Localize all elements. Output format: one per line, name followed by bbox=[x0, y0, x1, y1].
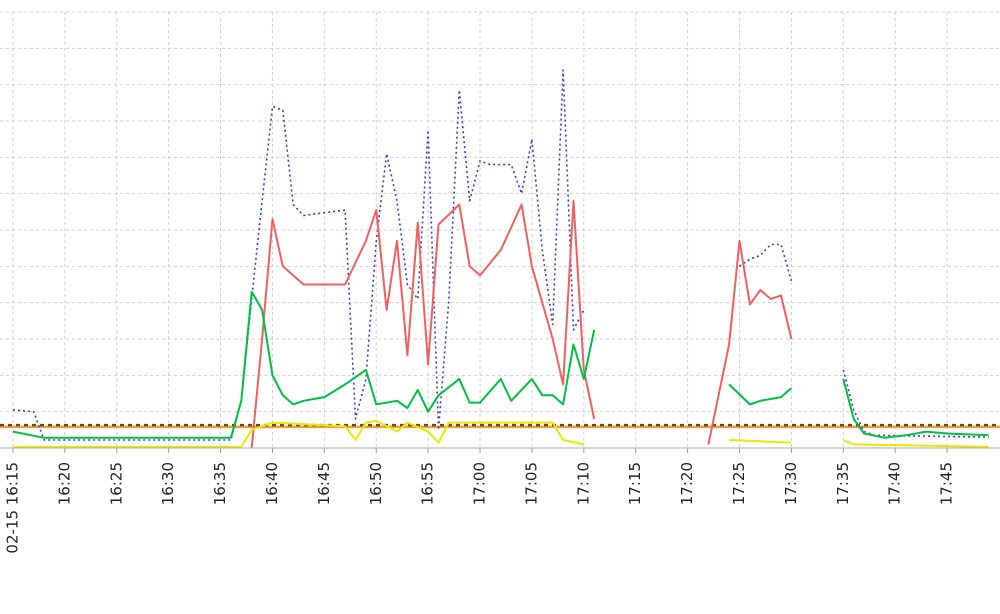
plot-area bbox=[0, 69, 1000, 449]
x-tick-label: 16:55 bbox=[419, 462, 437, 505]
x-tick-label: 16:20 bbox=[55, 462, 73, 505]
grid bbox=[0, 11, 1000, 449]
x-tick-label: 17:30 bbox=[782, 462, 800, 505]
x-tick-label: 17:05 bbox=[522, 462, 540, 505]
x-tick-label: 16:40 bbox=[263, 462, 281, 505]
x-tick-label: 17:35 bbox=[834, 462, 852, 505]
x-tick-label: 17:40 bbox=[886, 462, 904, 505]
x-tick-label: 16:25 bbox=[107, 462, 125, 505]
x-tick-label: 16:30 bbox=[159, 462, 177, 505]
x-tick-label: 16:45 bbox=[315, 462, 333, 505]
x-tick-label: 17:15 bbox=[626, 462, 644, 505]
x-tick-label: 17:45 bbox=[938, 462, 956, 505]
x-axis: 02-15 16:15 16:20 16:25 16:30 16:35 16:40 16:4… bbox=[0, 447, 1000, 554]
x-tick-label: 16:35 bbox=[211, 462, 229, 505]
series-line bbox=[12, 69, 989, 441]
x-tick-label: 16:50 bbox=[367, 462, 385, 505]
series-line bbox=[250, 199, 793, 449]
x-tick-label: 17:10 bbox=[574, 462, 592, 505]
x-tick-label: 17:00 bbox=[471, 462, 489, 505]
x-tick-label: 17:20 bbox=[678, 462, 696, 505]
series-line bbox=[13, 419, 989, 448]
series-line bbox=[12, 290, 989, 439]
x-tick-label: 17:25 bbox=[730, 462, 748, 505]
x-tick-label: 02-15 16:15 bbox=[3, 462, 21, 554]
